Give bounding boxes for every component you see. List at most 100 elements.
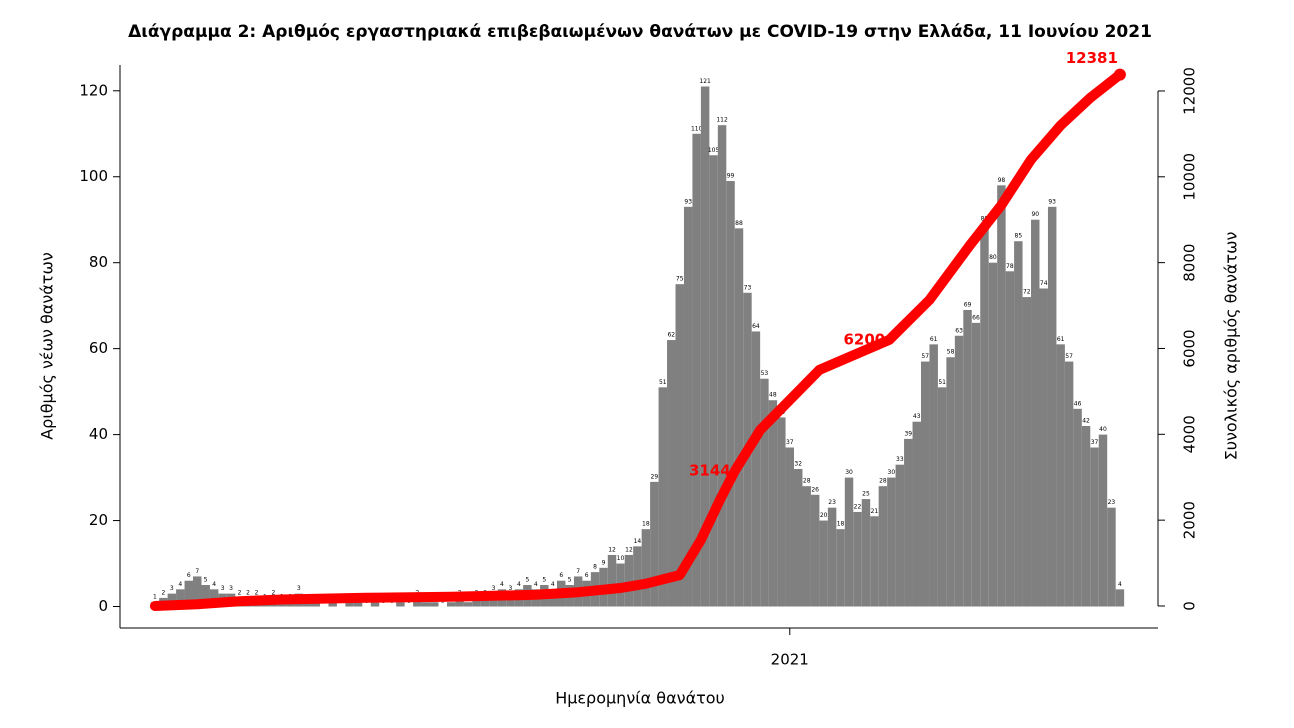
annotation-label: 3144: [689, 462, 731, 480]
bar: [912, 421, 921, 607]
bar-value-label: 40: [1099, 426, 1107, 433]
bar: [311, 602, 320, 607]
bar: [286, 602, 295, 607]
bar: [777, 417, 786, 607]
bar-value-label: 37: [1091, 439, 1099, 446]
bar: [802, 486, 811, 607]
bar: [667, 340, 676, 607]
bar-value-label: 33: [896, 456, 904, 463]
y2-tick-label: 4000: [1181, 415, 1199, 453]
bar: [853, 511, 862, 607]
bar: [1107, 507, 1116, 607]
bar: [176, 589, 185, 607]
y-tick-label: 80: [89, 253, 108, 271]
bar: [768, 400, 778, 607]
bar-value-label: 46: [1074, 400, 1082, 407]
bar-value-label: 18: [837, 521, 845, 528]
bar-value-label: 26: [811, 486, 819, 493]
bar-value-label: 57: [921, 353, 929, 360]
bar: [1039, 288, 1048, 607]
bar: [700, 86, 710, 607]
y2-tick-label: 12000: [1181, 67, 1199, 115]
bar: [963, 309, 972, 607]
bar: [184, 580, 194, 607]
bar-value-label: 2: [272, 589, 276, 596]
bar-value-label: 22: [854, 503, 862, 510]
bar: [726, 181, 735, 607]
bar: [988, 262, 998, 607]
bar-value-label: 2: [161, 589, 165, 596]
bar: [717, 125, 727, 607]
bar-value-label: 121: [699, 78, 711, 85]
bar-value-label: 9: [602, 559, 606, 566]
bar-value-label: 2: [246, 589, 250, 596]
bar: [624, 554, 634, 607]
bar: [480, 597, 490, 607]
bar: [1047, 206, 1057, 607]
bar-value-label: 4: [178, 581, 182, 588]
bar: [353, 602, 363, 607]
y2-tick-label: 0: [1181, 601, 1199, 611]
bar: [794, 468, 803, 607]
bar: [929, 344, 938, 607]
bar-value-label: 3: [221, 585, 225, 592]
bar: [396, 602, 405, 607]
bar: [844, 477, 854, 607]
bar-value-label: 6: [559, 572, 563, 579]
bar: [997, 185, 1006, 607]
bar: [607, 554, 617, 607]
bar-value-label: 80: [989, 254, 997, 261]
bar: [421, 602, 431, 607]
bar: [1031, 219, 1040, 607]
bar: [920, 361, 930, 607]
bar-value-label: 2: [255, 589, 259, 596]
bar: [709, 155, 718, 607]
bar-value-label: 69: [964, 301, 972, 308]
bar-value-label: 5: [525, 577, 529, 584]
bar-value-label: 93: [684, 198, 692, 205]
y2-tick-label: 8000: [1181, 244, 1199, 282]
bar-value-label: 4: [1118, 581, 1122, 588]
bar-value-label: 98: [998, 177, 1006, 184]
bar: [675, 284, 684, 607]
bar-value-label: 73: [744, 284, 752, 291]
bar: [785, 447, 795, 607]
bar-value-label: 10: [617, 555, 625, 562]
bar-value-label: 61: [930, 336, 938, 343]
bar-value-label: 3: [170, 585, 174, 592]
bar-value-label: 58: [947, 349, 955, 356]
bar-value-label: 7: [576, 568, 580, 575]
bar: [836, 529, 845, 607]
bar-value-label: 4: [517, 581, 521, 588]
bar-value-label: 78: [1006, 263, 1014, 270]
bar: [658, 387, 668, 607]
bar-value-label: 48: [769, 392, 777, 399]
bar: [446, 602, 456, 607]
bar-value-label: 2: [238, 589, 242, 596]
bar: [887, 477, 896, 607]
chart-title: Διάγραμμα 2: Αριθμός εργαστηριακά επιβεβ…: [128, 22, 1152, 42]
bar: [760, 378, 769, 607]
y-tick-label: 100: [79, 167, 108, 185]
bar: [980, 224, 989, 607]
bar-value-label: 14: [634, 538, 642, 545]
bar: [345, 602, 354, 607]
annotation-label: 12381: [1066, 49, 1118, 67]
bar-value-label: 3: [509, 585, 513, 592]
bar: [819, 520, 828, 607]
bar: [827, 507, 837, 607]
bar-value-label: 4: [534, 581, 538, 588]
bar-value-label: 110: [691, 125, 703, 132]
bar: [1073, 408, 1082, 607]
bar-value-label: 37: [786, 439, 794, 446]
bar-value-label: 39: [904, 430, 912, 437]
bar: [1098, 434, 1108, 607]
bar: [430, 602, 439, 607]
bar-value-label: 51: [938, 379, 946, 386]
cumulative-line: [149, 69, 1125, 611]
y2-tick-label: 2000: [1181, 501, 1199, 539]
bar: [303, 602, 312, 607]
bar-value-label: 66: [972, 314, 980, 321]
bar: [328, 602, 337, 607]
